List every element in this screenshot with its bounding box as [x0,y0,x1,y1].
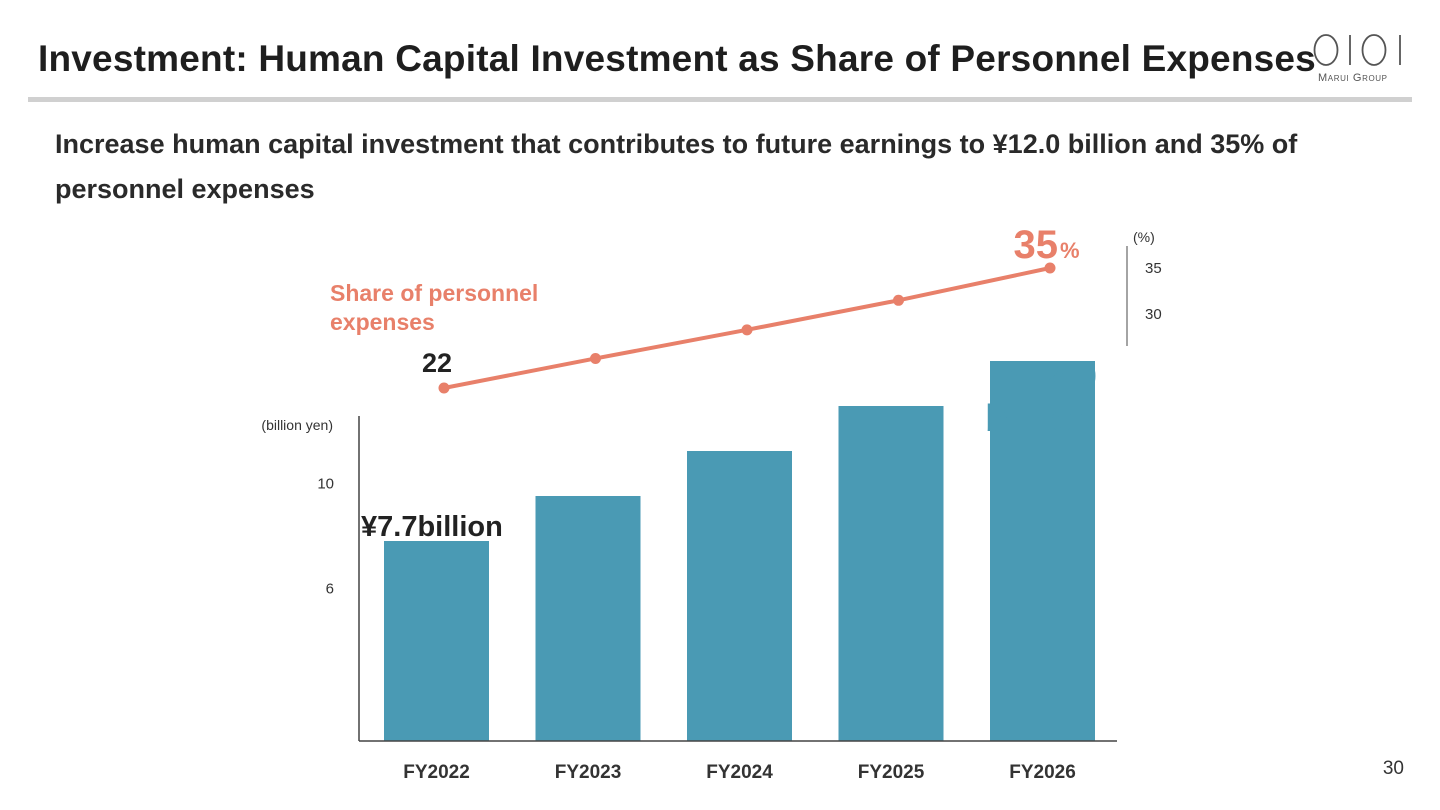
last-point-label: 35 [1014,223,1059,267]
bar-tick-label: 6 [326,581,334,598]
category-label: FY2025 [858,762,925,783]
line-series [438,262,1056,394]
bar-fy2024 [687,451,792,741]
subtitle: Increase human capital investment that c… [55,129,1298,204]
first-point-label: 22 [422,348,452,378]
share-point-fy2022 [438,382,450,394]
bar-unit-label: (billion yen) [261,417,333,433]
logo-ring-left [1313,34,1339,66]
title-rule [28,97,1412,102]
chart-labels: FY2022 FY2023 FY2024 FY2025 FY2026 ¥7.7billio… [330,223,1097,783]
bar-fy2026 [990,361,1095,741]
category-label: FY2026 [1009,762,1076,783]
share-point-fy2023 [590,352,601,364]
logo-ring-right [1361,34,1387,66]
share-point-fy2024 [741,324,753,336]
page-title: Investment: Human Capital Investment as … [38,38,1316,79]
category-label: FY2023 [555,762,622,783]
bar-tick-label: 10 [317,476,334,493]
axes: (billion yen) 10 6 (%) 35 30 [261,229,1162,742]
bar-fy2025 [838,406,944,741]
bar-fy2022 [384,541,489,741]
line-tick-label: 35 [1145,260,1162,277]
bar-fy2023 [535,496,641,741]
bar-series [384,361,1095,741]
share-point-fy2025 [893,294,904,306]
last-bar-value-label: ¥12.0 [1002,356,1097,398]
line-unit-label: (%) [1133,229,1155,245]
share-point-fy2026 [1044,262,1056,274]
line-series-name-2: expenses [330,309,435,335]
last-point-label-unit: % [1060,238,1080,263]
last-bar-value-label-unit: billion [985,398,1097,440]
first-bar-value-label: ¥7.7billion [361,511,503,543]
line-series-name: Share of personnel [330,280,538,306]
logo-wordmark: Marui Group [1318,72,1388,84]
page-number: 30 [1382,758,1404,779]
marui-logo [1313,34,1401,66]
category-label: FY2022 [403,762,470,783]
category-label: FY2024 [706,762,773,783]
line-tick-label: 30 [1145,306,1162,323]
